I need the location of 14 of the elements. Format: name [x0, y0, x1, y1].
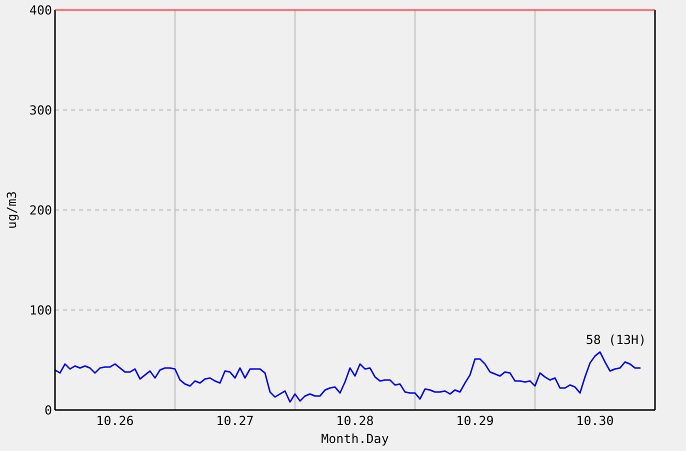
x-tick-label: 10.28 [336, 413, 374, 428]
y-tick-label: 300 [29, 102, 52, 118]
x-axis-title: Month.Day [321, 431, 390, 446]
y-axis-title: ug/m3 [4, 191, 19, 229]
y-tick-label: 200 [29, 202, 52, 218]
x-tick-label: 10.30 [576, 413, 614, 428]
y-tick-label: 0 [44, 402, 52, 418]
x-tick-label: 10.29 [456, 413, 494, 428]
x-tick-label: 10.27 [216, 413, 254, 428]
y-tick-label: 100 [29, 302, 52, 318]
y-tick-label: 400 [29, 2, 52, 18]
x-tick-label: 10.26 [96, 413, 134, 428]
annotation: 58 (13H) [586, 332, 646, 347]
line-series [54, 351, 641, 403]
